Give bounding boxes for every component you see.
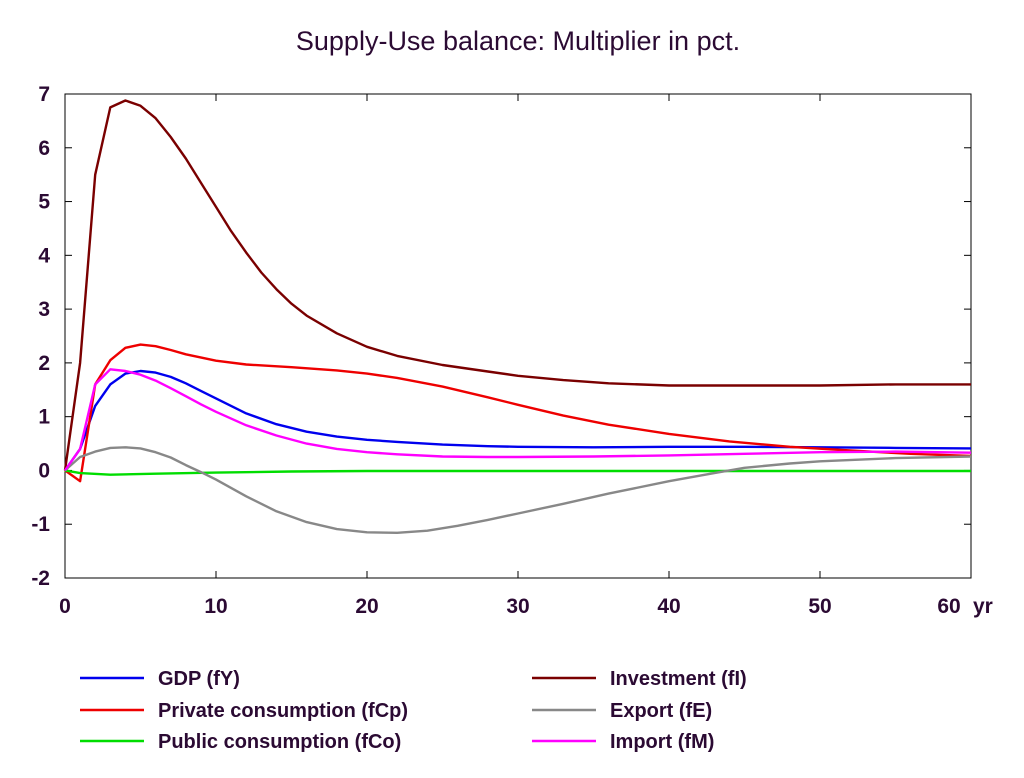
series-line-2 (64, 343, 972, 483)
legend-label: GDP (fY) (158, 668, 240, 690)
x-tick-label: 20 (355, 595, 378, 618)
series-lines (63, 99, 972, 534)
y-tick-label: 0 (38, 459, 50, 482)
legend-label: Export (fE) (610, 700, 712, 722)
legend-label: Import (fM) (610, 731, 714, 753)
plot-frame (64, 93, 972, 579)
chart-title: Supply-Use balance: Multiplier in pct. (296, 26, 740, 56)
legend-label: Investment (fI) (610, 668, 747, 690)
y-tick-label: 6 (38, 137, 50, 160)
x-unit-label: yr (973, 595, 993, 618)
y-tick-label: 7 (38, 83, 50, 106)
legend: GDP (fY) Private consumption (fCp) Public … (80, 668, 747, 753)
y-tick-label: 4 (38, 244, 50, 267)
series-line-1 (64, 369, 972, 472)
y-tick-label: 1 (38, 406, 50, 429)
series-line-6 (64, 368, 972, 472)
y-tick-label: -2 (31, 567, 50, 590)
y-tick-label: -1 (31, 513, 50, 536)
x-tick-label: 30 (506, 595, 529, 618)
y-tick-label: 5 (38, 191, 50, 214)
y-tick-label: 2 (38, 352, 50, 375)
y-tick-label: 3 (38, 298, 50, 321)
series-line-4 (63, 99, 971, 471)
series-line-5 (64, 446, 972, 534)
axis-ticks: -2 -1 0 1 2 3 4 5 6 7 0 10 20 30 40 50 60 yr (31, 83, 993, 618)
legend-label: Private consumption (fCp) (158, 700, 408, 722)
x-tick-label: 10 (204, 595, 227, 618)
x-tick-label: 60 (937, 595, 960, 618)
x-tick-label: 50 (808, 595, 831, 618)
x-tick-label: 40 (657, 595, 680, 618)
x-tick-label: 0 (59, 595, 71, 618)
legend-label: Public consumption (fCo) (158, 731, 401, 753)
